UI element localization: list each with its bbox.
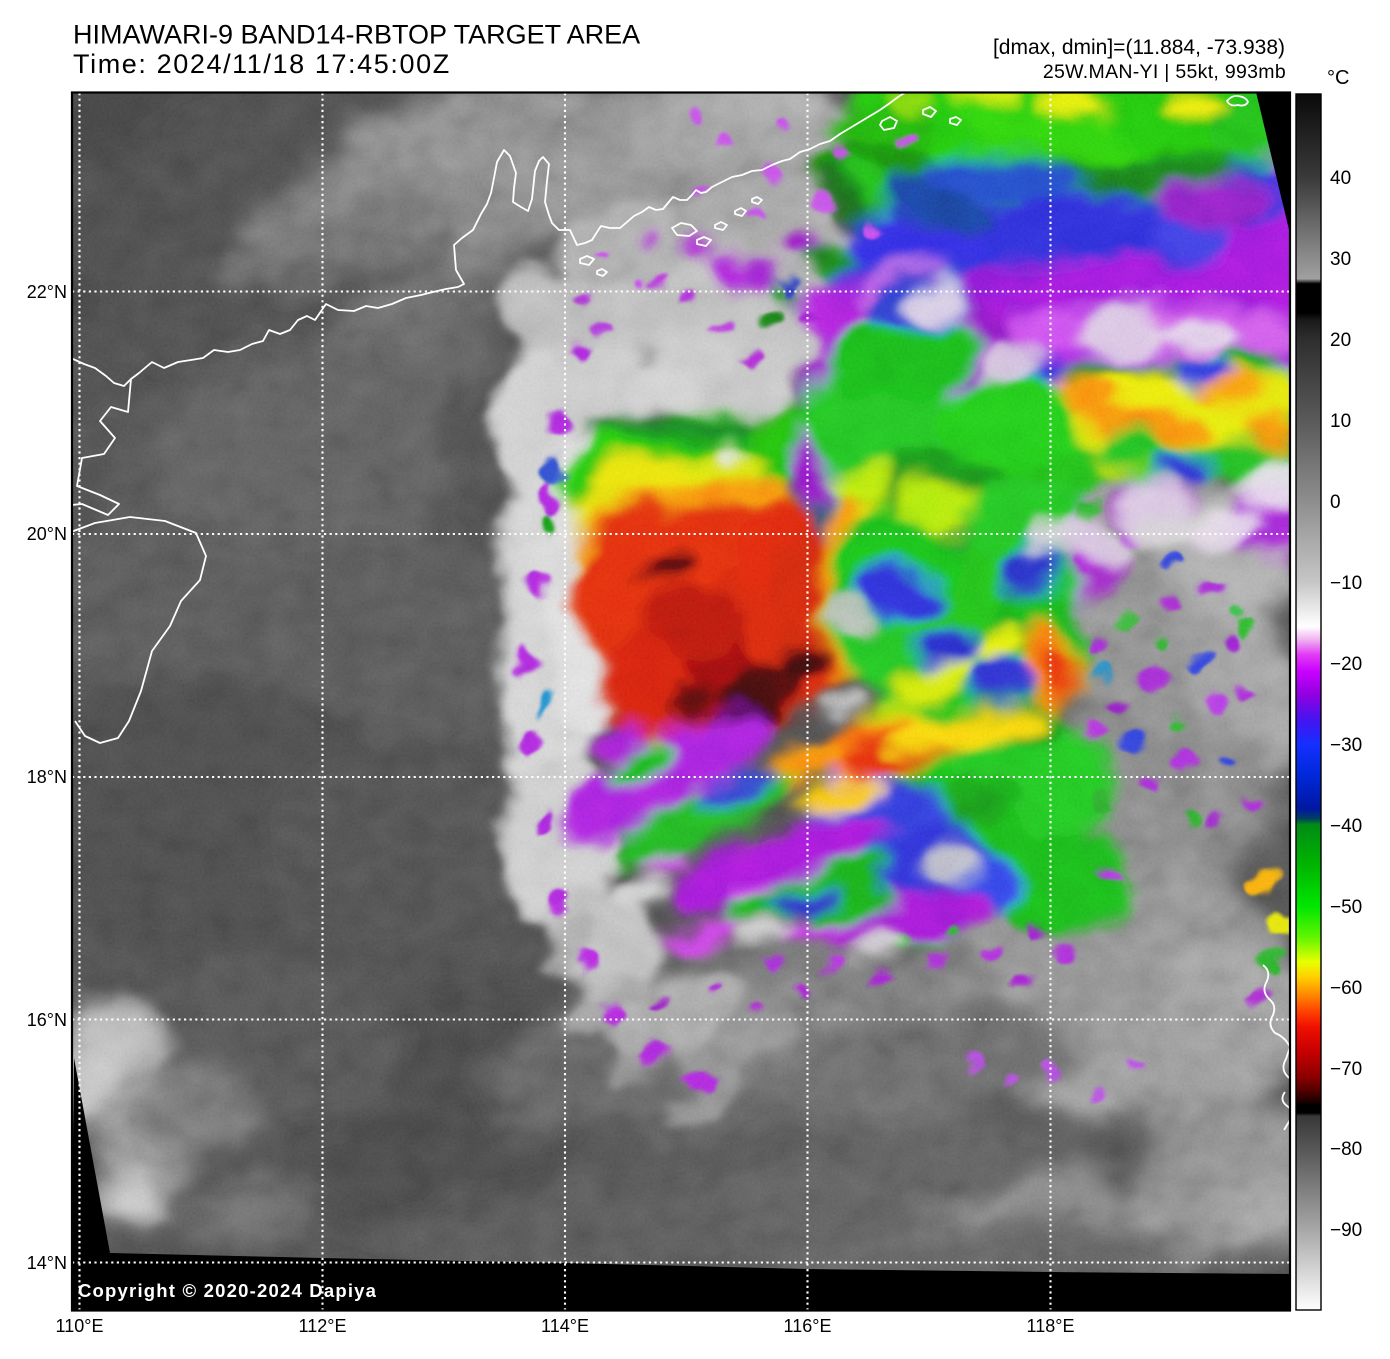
svg-text:22°N: 22°N: [27, 282, 67, 302]
svg-text:−40: −40: [1330, 816, 1362, 837]
svg-text:40: 40: [1330, 168, 1351, 189]
svg-text:[dmax, dmin]=(11.884, -73.938): [dmax, dmin]=(11.884, -73.938): [993, 36, 1285, 59]
svg-text:−50: −50: [1330, 897, 1362, 918]
svg-text:25W.MAN-YI | 55kt, 993mb: 25W.MAN-YI | 55kt, 993mb: [1043, 61, 1286, 83]
svg-text:112°E: 112°E: [299, 1316, 347, 1336]
svg-text:114°E: 114°E: [541, 1316, 589, 1336]
svg-text:−20: −20: [1330, 654, 1362, 675]
svg-text:14°N: 14°N: [27, 1253, 67, 1273]
svg-text:20°N: 20°N: [27, 524, 67, 544]
svg-text:18°N: 18°N: [27, 767, 67, 787]
svg-text:Copyright © 2020-2024 Dapiya: Copyright © 2020-2024 Dapiya: [78, 1280, 377, 1301]
svg-text:−60: −60: [1330, 978, 1362, 999]
svg-text:30: 30: [1330, 249, 1351, 270]
svg-text:°C: °C: [1327, 67, 1349, 89]
svg-text:116°E: 116°E: [784, 1316, 832, 1336]
svg-text:20: 20: [1330, 330, 1351, 351]
svg-text:−90: −90: [1330, 1220, 1362, 1241]
svg-text:110°E: 110°E: [56, 1316, 104, 1336]
svg-text:118°E: 118°E: [1027, 1316, 1075, 1336]
svg-text:HIMAWARI-9 BAND14-RBTOP TARGET: HIMAWARI-9 BAND14-RBTOP TARGET AREA: [73, 20, 640, 50]
svg-text:10: 10: [1330, 411, 1351, 432]
svg-text:−70: −70: [1330, 1059, 1362, 1080]
svg-text:−30: −30: [1330, 735, 1362, 756]
svg-text:0: 0: [1330, 492, 1341, 513]
svg-text:−80: −80: [1330, 1139, 1362, 1160]
svg-text:−10: −10: [1330, 573, 1362, 594]
svg-text:16°N: 16°N: [27, 1010, 67, 1030]
svg-text:Time: 2024/11/18 17:45:00Z: Time: 2024/11/18 17:45:00Z: [73, 49, 451, 79]
